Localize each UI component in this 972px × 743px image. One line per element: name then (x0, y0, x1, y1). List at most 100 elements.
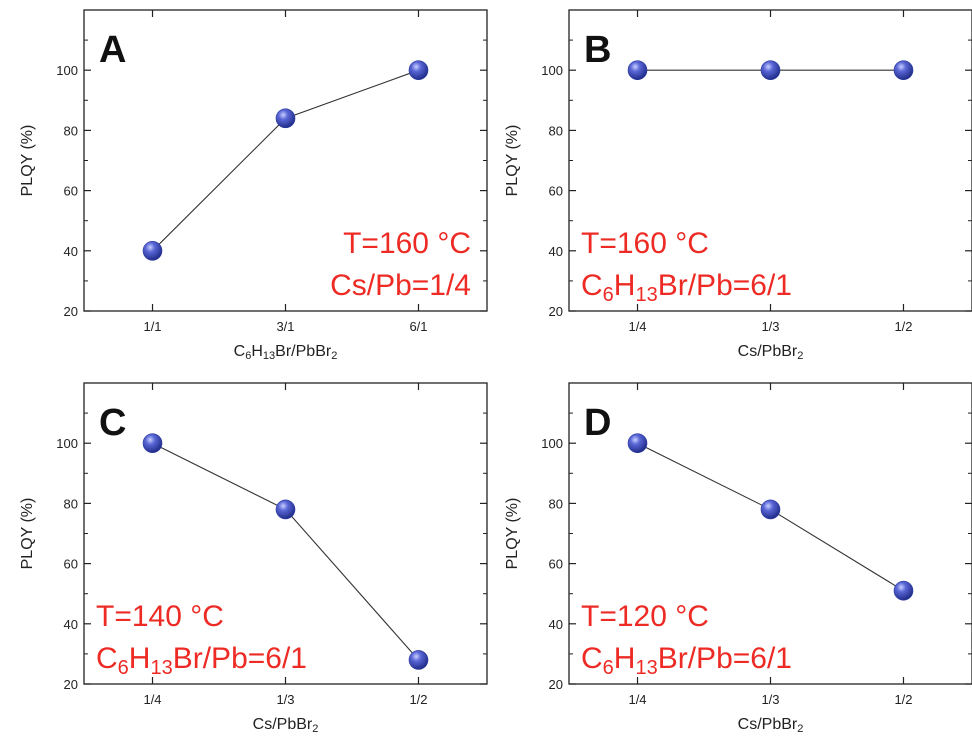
panel-d: 20 40 60 80 100 1/4 1/3 1/2 PLQY (%) Cs/PbBr2 D T=1… (504, 382, 972, 735)
annotation-line: C6H13Br/Pb=6/1 (581, 642, 792, 679)
x-tick-label: 1/1 (143, 319, 161, 334)
y-tick-label: 20 (549, 677, 563, 692)
y-tick-label: 80 (64, 496, 78, 511)
annotation-line-text: T=140 °C (96, 600, 224, 633)
annotation-line: T=160 °C (581, 227, 709, 260)
panel-c: 20 40 60 80 100 1/4 1/3 1/2 PLQY (%) Cs/PbBr2 C T=1… (19, 382, 488, 735)
x-tick-label: 6/1 (409, 319, 427, 334)
plot-frame (83, 9, 488, 312)
annotation-line: T=120 °C (581, 600, 709, 633)
x-tick-label: 1/4 (143, 692, 161, 707)
x-axis-label: Cs/PbBr2 (738, 343, 804, 362)
y-tick-label: 80 (64, 123, 78, 138)
series-line (152, 69, 419, 252)
y-tick-label: 40 (64, 244, 78, 259)
data-point (627, 60, 648, 80)
panel-a: 20 40 60 80 100 1/1 3/1 6/1 PLQY (%) C6H13Br/PbBr… (19, 9, 488, 362)
y-tick-label: 100 (541, 436, 563, 451)
y-tick-label: 60 (549, 184, 563, 199)
data-point (408, 650, 429, 670)
x-axis-label: C6H13Br/PbBr2 (234, 343, 338, 362)
annotation-line-subscript: 6 (603, 657, 614, 679)
annotation-line-text: C (581, 642, 603, 675)
x-tick-label: 1/3 (276, 692, 294, 707)
annotation-line-subscript: 13 (635, 284, 657, 306)
x-axis-label: Cs/PbBr2 (253, 716, 319, 735)
y-tick-label: 80 (549, 496, 563, 511)
x-tick-label: 1/4 (628, 692, 646, 707)
panel-label: C (99, 402, 126, 444)
x-tick-label: 1/2 (894, 319, 912, 334)
y-tick-label: 60 (549, 557, 563, 572)
annotation-line-text: H (614, 642, 636, 675)
panel-b: 20 40 60 80 100 1/4 1/3 1/2 PLQY (%) Cs/PbBr2 B T=1… (504, 9, 972, 362)
plot-frame (568, 382, 972, 685)
data-point (142, 433, 163, 454)
x-tick-label: 1/3 (761, 692, 779, 707)
data-point (275, 108, 296, 129)
x-axis-label-subscript: 2 (797, 723, 803, 735)
panel-label: B (584, 29, 611, 71)
annotation-line-text: T=160 °C (343, 227, 471, 260)
x-axis-label-subscript: 2 (331, 350, 337, 362)
data-point (275, 499, 296, 520)
y-tick-label: 20 (64, 304, 78, 319)
y-tick-label: 100 (56, 63, 78, 78)
panel-label: D (584, 402, 611, 444)
y-tick-label: 100 (56, 436, 78, 451)
annotation-line-text: Br/Pb=6/1 (658, 642, 792, 675)
y-axis-label: PLQY (%) (504, 125, 521, 197)
panel-label: A (99, 29, 126, 71)
y-tick-label: 60 (64, 184, 78, 199)
data-point (893, 580, 914, 601)
y-tick-label: 20 (549, 304, 563, 319)
x-axis-label-text: Cs/PbBr (253, 716, 313, 733)
y-tick-label: 80 (549, 123, 563, 138)
annotation-line-subscript: 6 (603, 284, 614, 306)
annotation-line-text: Br/Pb=6/1 (173, 642, 307, 675)
annotation-line-text: Cs/Pb=1/4 (330, 269, 471, 302)
y-axis-label: PLQY (%) (19, 498, 36, 570)
x-axis-label-text: C (234, 343, 246, 360)
data-point (760, 499, 781, 520)
x-axis-label-text: H (251, 343, 263, 360)
x-tick-label: 1/2 (409, 692, 427, 707)
annotation-line-text: C (96, 642, 118, 675)
annotation-line-text: H (614, 269, 636, 302)
x-axis-label-text: Br/PbBr (275, 343, 332, 360)
annotation-line: T=140 °C (96, 600, 224, 633)
data-point (627, 433, 648, 454)
x-axis-label-text: Cs/PbBr (738, 343, 798, 360)
y-tick-label: 40 (549, 244, 563, 259)
data-point (893, 60, 914, 80)
annotation-line: Cs/Pb=1/4 (330, 269, 471, 302)
annotation-line-text: C (581, 269, 603, 302)
plot-frame (83, 382, 488, 685)
x-axis-label-text: Cs/PbBr (738, 716, 798, 733)
x-tick-label: 3/1 (276, 319, 294, 334)
annotation-line-subscript: 13 (150, 657, 172, 679)
annotation-line-subscript: 13 (635, 657, 657, 679)
data-point (760, 60, 781, 80)
x-tick-label: 1/4 (628, 319, 646, 334)
x-axis-label-subscript: 13 (263, 350, 275, 362)
annotation-line-text: H (129, 642, 151, 675)
annotation-line-text: T=120 °C (581, 600, 709, 633)
x-tick-label: 1/2 (894, 692, 912, 707)
x-axis-label-subscript: 6 (245, 350, 251, 362)
annotation-line-subscript: 6 (118, 657, 129, 679)
annotation-line: C6H13Br/Pb=6/1 (581, 269, 792, 306)
y-tick-label: 40 (64, 617, 78, 632)
y-tick-label: 20 (64, 677, 78, 692)
x-axis-label: Cs/PbBr2 (738, 716, 804, 735)
x-axis-label-subscript: 2 (797, 350, 803, 362)
annotation-line-text: Br/Pb=6/1 (658, 269, 792, 302)
data-point (408, 60, 429, 80)
y-axis-label: PLQY (%) (19, 125, 36, 197)
annotation-line: T=160 °C (343, 227, 471, 260)
annotation-line: C6H13Br/Pb=6/1 (96, 642, 307, 679)
x-axis-label-subscript: 2 (312, 723, 318, 735)
x-tick-label: 1/3 (761, 319, 779, 334)
y-tick-label: 40 (549, 617, 563, 632)
